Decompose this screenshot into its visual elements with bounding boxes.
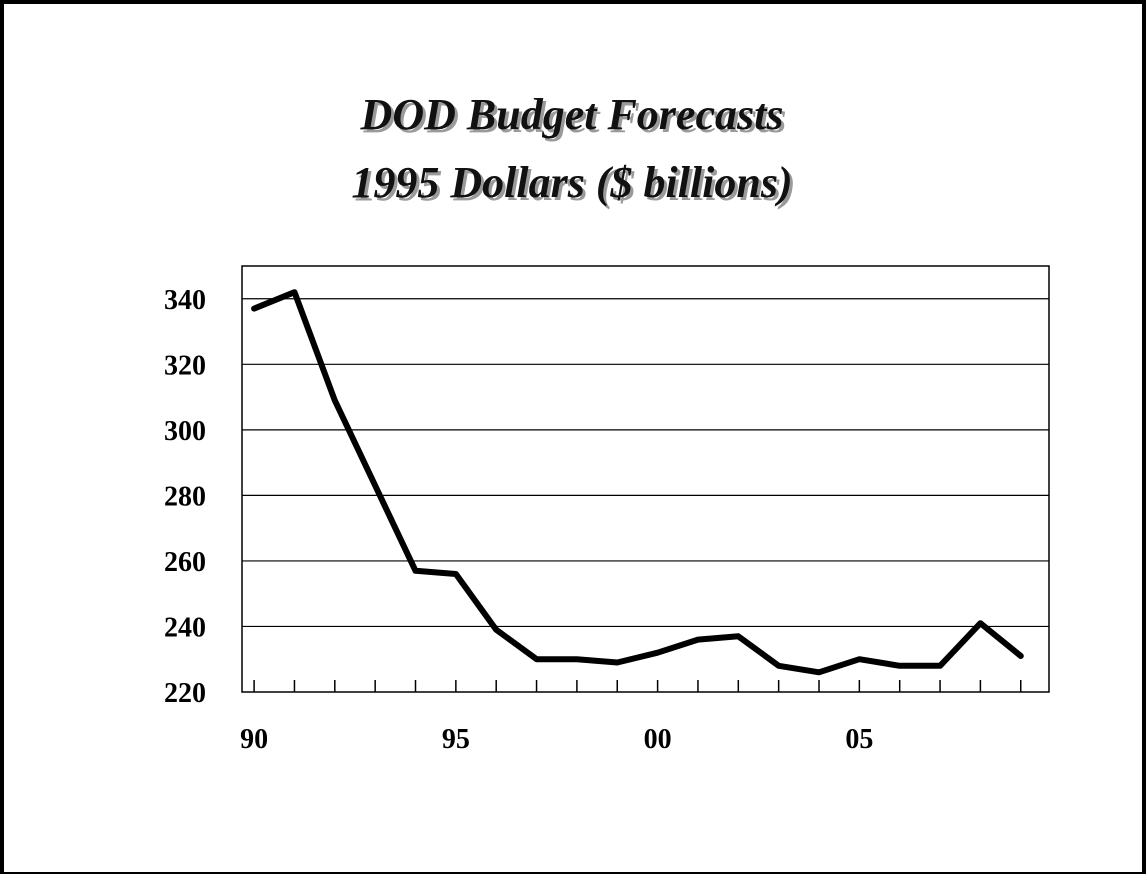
y-tick-label-300: 300 (164, 416, 206, 447)
data-point-1990 (251, 306, 257, 312)
data-point-2007 (937, 663, 943, 669)
y-tick-label-320: 320 (164, 350, 206, 381)
x-axis-ticks (253, 680, 1022, 692)
x-tick-label-05: 05 (845, 724, 873, 755)
data-point-1996 (493, 627, 499, 633)
x-tick-label-00: 00 (644, 724, 672, 755)
y-tick-label-220: 220 (164, 678, 206, 709)
data-point-1999 (614, 660, 620, 666)
y-axis-tick-labels: 220 240 260 280 300 320 340 (164, 285, 206, 709)
chart-title-shadow-1: DOD Budget Forecasts (363, 93, 787, 142)
x-axis-tick-labels: 90 95 00 05 (240, 724, 873, 755)
chart-title-line-1: DOD Budget Forecasts (360, 90, 784, 139)
chart-title: DOD Budget Forecasts DOD Budget Forecast… (351, 90, 795, 210)
data-point-2008 (977, 620, 983, 626)
plot-area (241, 265, 1050, 693)
data-point-1995 (453, 571, 459, 577)
data-point-1991 (291, 289, 297, 295)
data-point-1994 (413, 568, 419, 574)
data-point-1992 (332, 397, 338, 403)
y-tick-label-340: 340 (164, 285, 206, 316)
y-tick-label-260: 260 (164, 547, 206, 578)
data-point-2002 (735, 633, 741, 639)
data-point-1993 (372, 483, 378, 489)
data-point-1998 (574, 656, 580, 662)
data-point-2001 (695, 637, 701, 643)
data-point-2005 (856, 656, 862, 662)
series-line-0 (251, 289, 1024, 676)
y-tick-label-240: 240 (164, 612, 206, 643)
chart-title-line-2: 1995 Dollars ($ billions) (351, 158, 792, 207)
data-point-1997 (534, 656, 540, 662)
gridlines (242, 298, 1049, 628)
y-tick-label-280: 280 (164, 481, 206, 512)
series-layer (251, 289, 1024, 676)
data-point-2003 (776, 663, 782, 669)
data-point-2006 (897, 663, 903, 669)
data-point-2004 (816, 669, 822, 675)
x-tick-label-90: 90 (240, 724, 268, 755)
chart-title-shadow-2: 1995 Dollars ($ billions) (354, 161, 795, 210)
data-point-2009 (1018, 653, 1024, 659)
data-point-2000 (655, 650, 661, 656)
x-tick-label-95: 95 (442, 724, 470, 755)
